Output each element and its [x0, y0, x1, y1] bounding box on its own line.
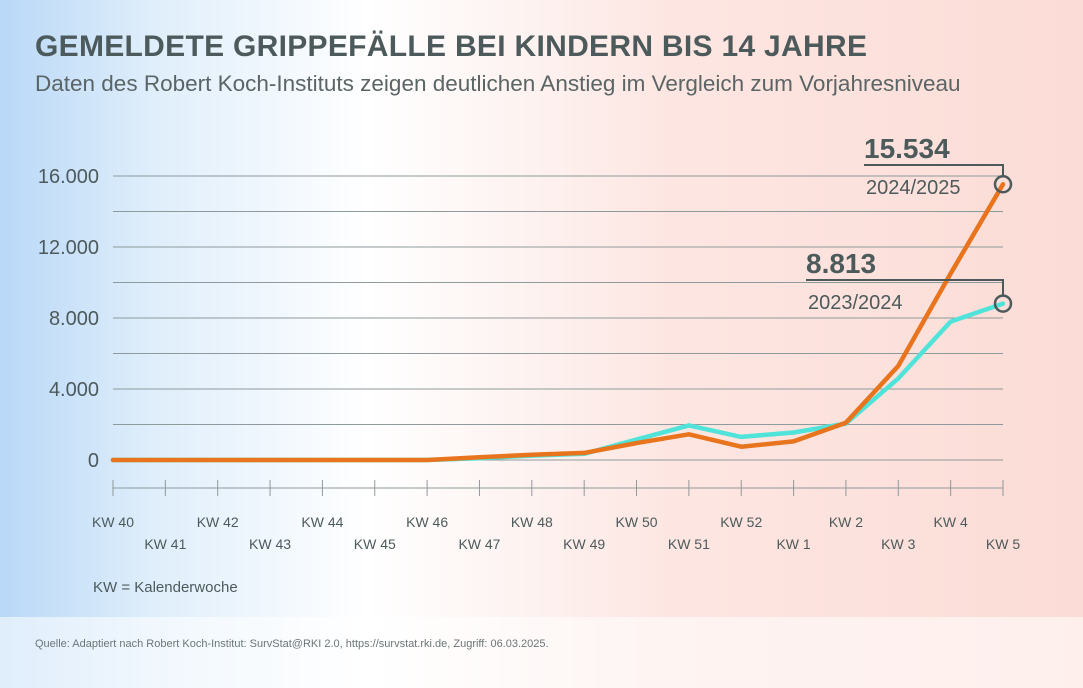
grid	[113, 175, 1003, 461]
series-lines	[110, 182, 1006, 463]
annotation-value: 15.534	[864, 133, 950, 164]
source-citation: Quelle: Adaptiert nach Robert Koch-Insti…	[35, 638, 549, 650]
x-tick-label: KW 47	[458, 536, 500, 552]
y-tick-label: 8.000	[49, 308, 99, 330]
x-tick-label: KW 51	[668, 536, 710, 552]
annotation-value: 8.813	[806, 248, 876, 279]
x-tick-label: KW 44	[301, 514, 343, 530]
x-tick-label: KW 1	[776, 536, 810, 552]
end-marker	[993, 294, 1013, 313]
y-tick-label: 12.000	[38, 237, 99, 259]
x-tick-label: KW 3	[881, 536, 915, 552]
x-tick-label: KW 43	[249, 536, 291, 552]
x-tick-label: KW 46	[406, 514, 448, 530]
annotation-leader	[864, 164, 1004, 176]
annotation-leader	[806, 279, 1004, 295]
y-tick-label: 0	[88, 450, 99, 472]
x-tick-label: KW 41	[144, 536, 186, 552]
x-tick-label: KW 45	[354, 536, 396, 552]
x-tick-label: KW 42	[197, 514, 239, 530]
y-axis-ticks: 0 4.000 8.000 12.000 16.000	[38, 166, 99, 472]
chart-subtitle: Daten des Robert Koch-Instituts zeigen d…	[35, 71, 961, 96]
x-tick-label: KW 4	[934, 514, 968, 530]
y-tick-label: 4.000	[49, 379, 99, 401]
x-tick-label: KW 40	[92, 514, 134, 530]
x-tick-label: KW 48	[511, 514, 553, 530]
y-tick-label: 16.000	[38, 166, 99, 188]
x-tick-label: KW 50	[616, 514, 658, 530]
series-line-2023-2024	[110, 301, 1006, 463]
annotation-series-label: 2023/2024	[808, 292, 903, 314]
x-tick-label: KW 49	[563, 536, 605, 552]
footer: Quelle: Adaptiert nach Robert Koch-Insti…	[0, 617, 1083, 688]
legend-note: KW = Kalenderwoche	[93, 579, 238, 596]
annotation-series-label: 2024/2025	[866, 177, 961, 199]
x-tick-label: KW 5	[986, 536, 1020, 552]
end-marker	[993, 175, 1013, 194]
chart-title: GEMELDETE GRIPPEFÄLLE BEI KINDERN BIS 14…	[35, 30, 868, 63]
series-line-2024-2025	[110, 182, 1006, 463]
annotations: 15.534 2024/2025 8.813 2023/2024	[806, 133, 1013, 314]
x-tick-label: KW 52	[720, 514, 762, 530]
x-axis: KW 40 KW 41 KW 42 KW 43 KW 44 KW 45 KW 46 KW 47…	[92, 480, 1020, 552]
x-tick-label: KW 2	[829, 514, 863, 530]
